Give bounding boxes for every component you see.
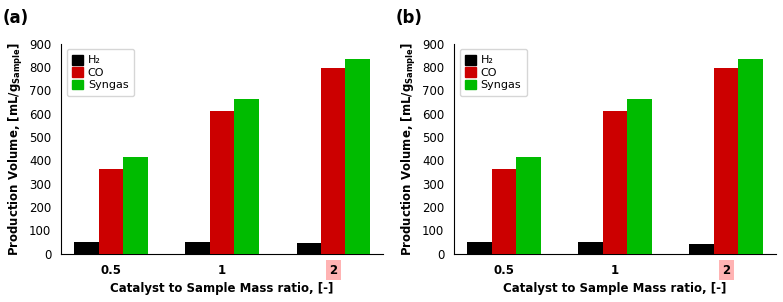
Bar [123, 157, 148, 254]
Bar [74, 242, 99, 254]
Bar [210, 111, 234, 254]
X-axis label: Catalyst to Sample Mass ratio, [-]: Catalyst to Sample Mass ratio, [-] [110, 282, 334, 295]
Legend: H₂, CO, Syngas: H₂, CO, Syngas [460, 49, 527, 96]
Bar [99, 169, 123, 254]
Bar [467, 242, 492, 254]
Text: (b): (b) [396, 9, 423, 27]
Bar [297, 243, 321, 254]
Bar [186, 242, 210, 254]
Legend: H₂, CO, Syngas: H₂, CO, Syngas [67, 49, 134, 96]
Bar [234, 99, 258, 254]
Bar [603, 111, 627, 254]
Bar [714, 68, 738, 254]
Bar [738, 59, 763, 254]
Y-axis label: Production Volume, [mL/g$_\mathregular{Sample}$]: Production Volume, [mL/g$_\mathregular{S… [400, 42, 418, 255]
Bar [516, 157, 540, 254]
Bar [627, 99, 651, 254]
Bar [492, 169, 516, 254]
Text: (a): (a) [3, 9, 29, 27]
Bar [345, 59, 370, 254]
Bar [689, 244, 714, 254]
Bar [579, 242, 603, 254]
Y-axis label: Production Volume, [mL/g$_\mathregular{Sample}$]: Production Volume, [mL/g$_\mathregular{S… [7, 42, 25, 255]
Bar [321, 68, 345, 254]
X-axis label: Catalyst to Sample Mass ratio, [-]: Catalyst to Sample Mass ratio, [-] [503, 282, 727, 295]
